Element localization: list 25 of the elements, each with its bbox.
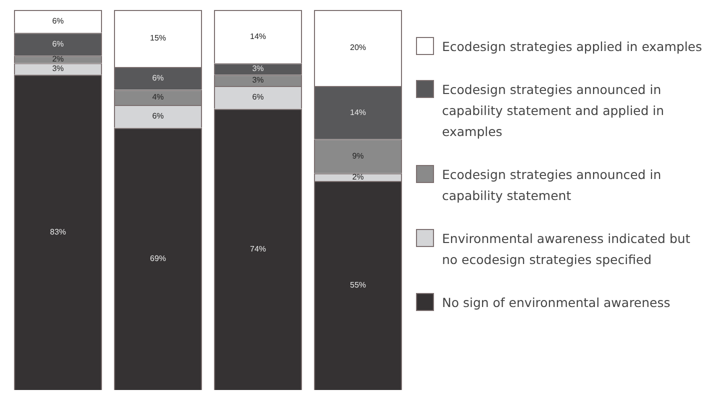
data-label: 2% <box>352 172 364 182</box>
data-label: 2% <box>52 54 64 64</box>
legend-label: Ecodesign strategies announced in capability statement and applied in examples <box>442 81 666 141</box>
data-label: 83% <box>50 228 66 237</box>
data-label: 14% <box>250 32 266 41</box>
data-label: 3% <box>252 76 264 85</box>
data-label: 6% <box>52 39 64 48</box>
data-label: 6% <box>52 16 64 26</box>
data-label: 3% <box>52 64 64 74</box>
data-label: 20% <box>350 43 366 52</box>
data-label: 9% <box>352 152 364 161</box>
data-label: 15% <box>150 34 166 43</box>
data-label: 4% <box>152 92 164 102</box>
data-label: 6% <box>152 112 164 121</box>
data-label: 74% <box>250 244 266 254</box>
data-label: 3% <box>252 64 264 74</box>
data-label: 69% <box>150 254 166 264</box>
legend-label: Ecodesign strategies applied in examples <box>442 38 702 56</box>
legend-label: Environmental awareness indicated but no ecodesign strategies specified <box>442 230 692 269</box>
legend-label: Ecodesign strategies announced in capability statement <box>442 166 662 205</box>
data-label: 6% <box>252 92 264 102</box>
text: No sign of environmental awareness <box>442 294 670 312</box>
data-label: 14% <box>350 108 366 117</box>
data-label: 6% <box>152 74 164 83</box>
data-label: 55% <box>350 280 366 290</box>
